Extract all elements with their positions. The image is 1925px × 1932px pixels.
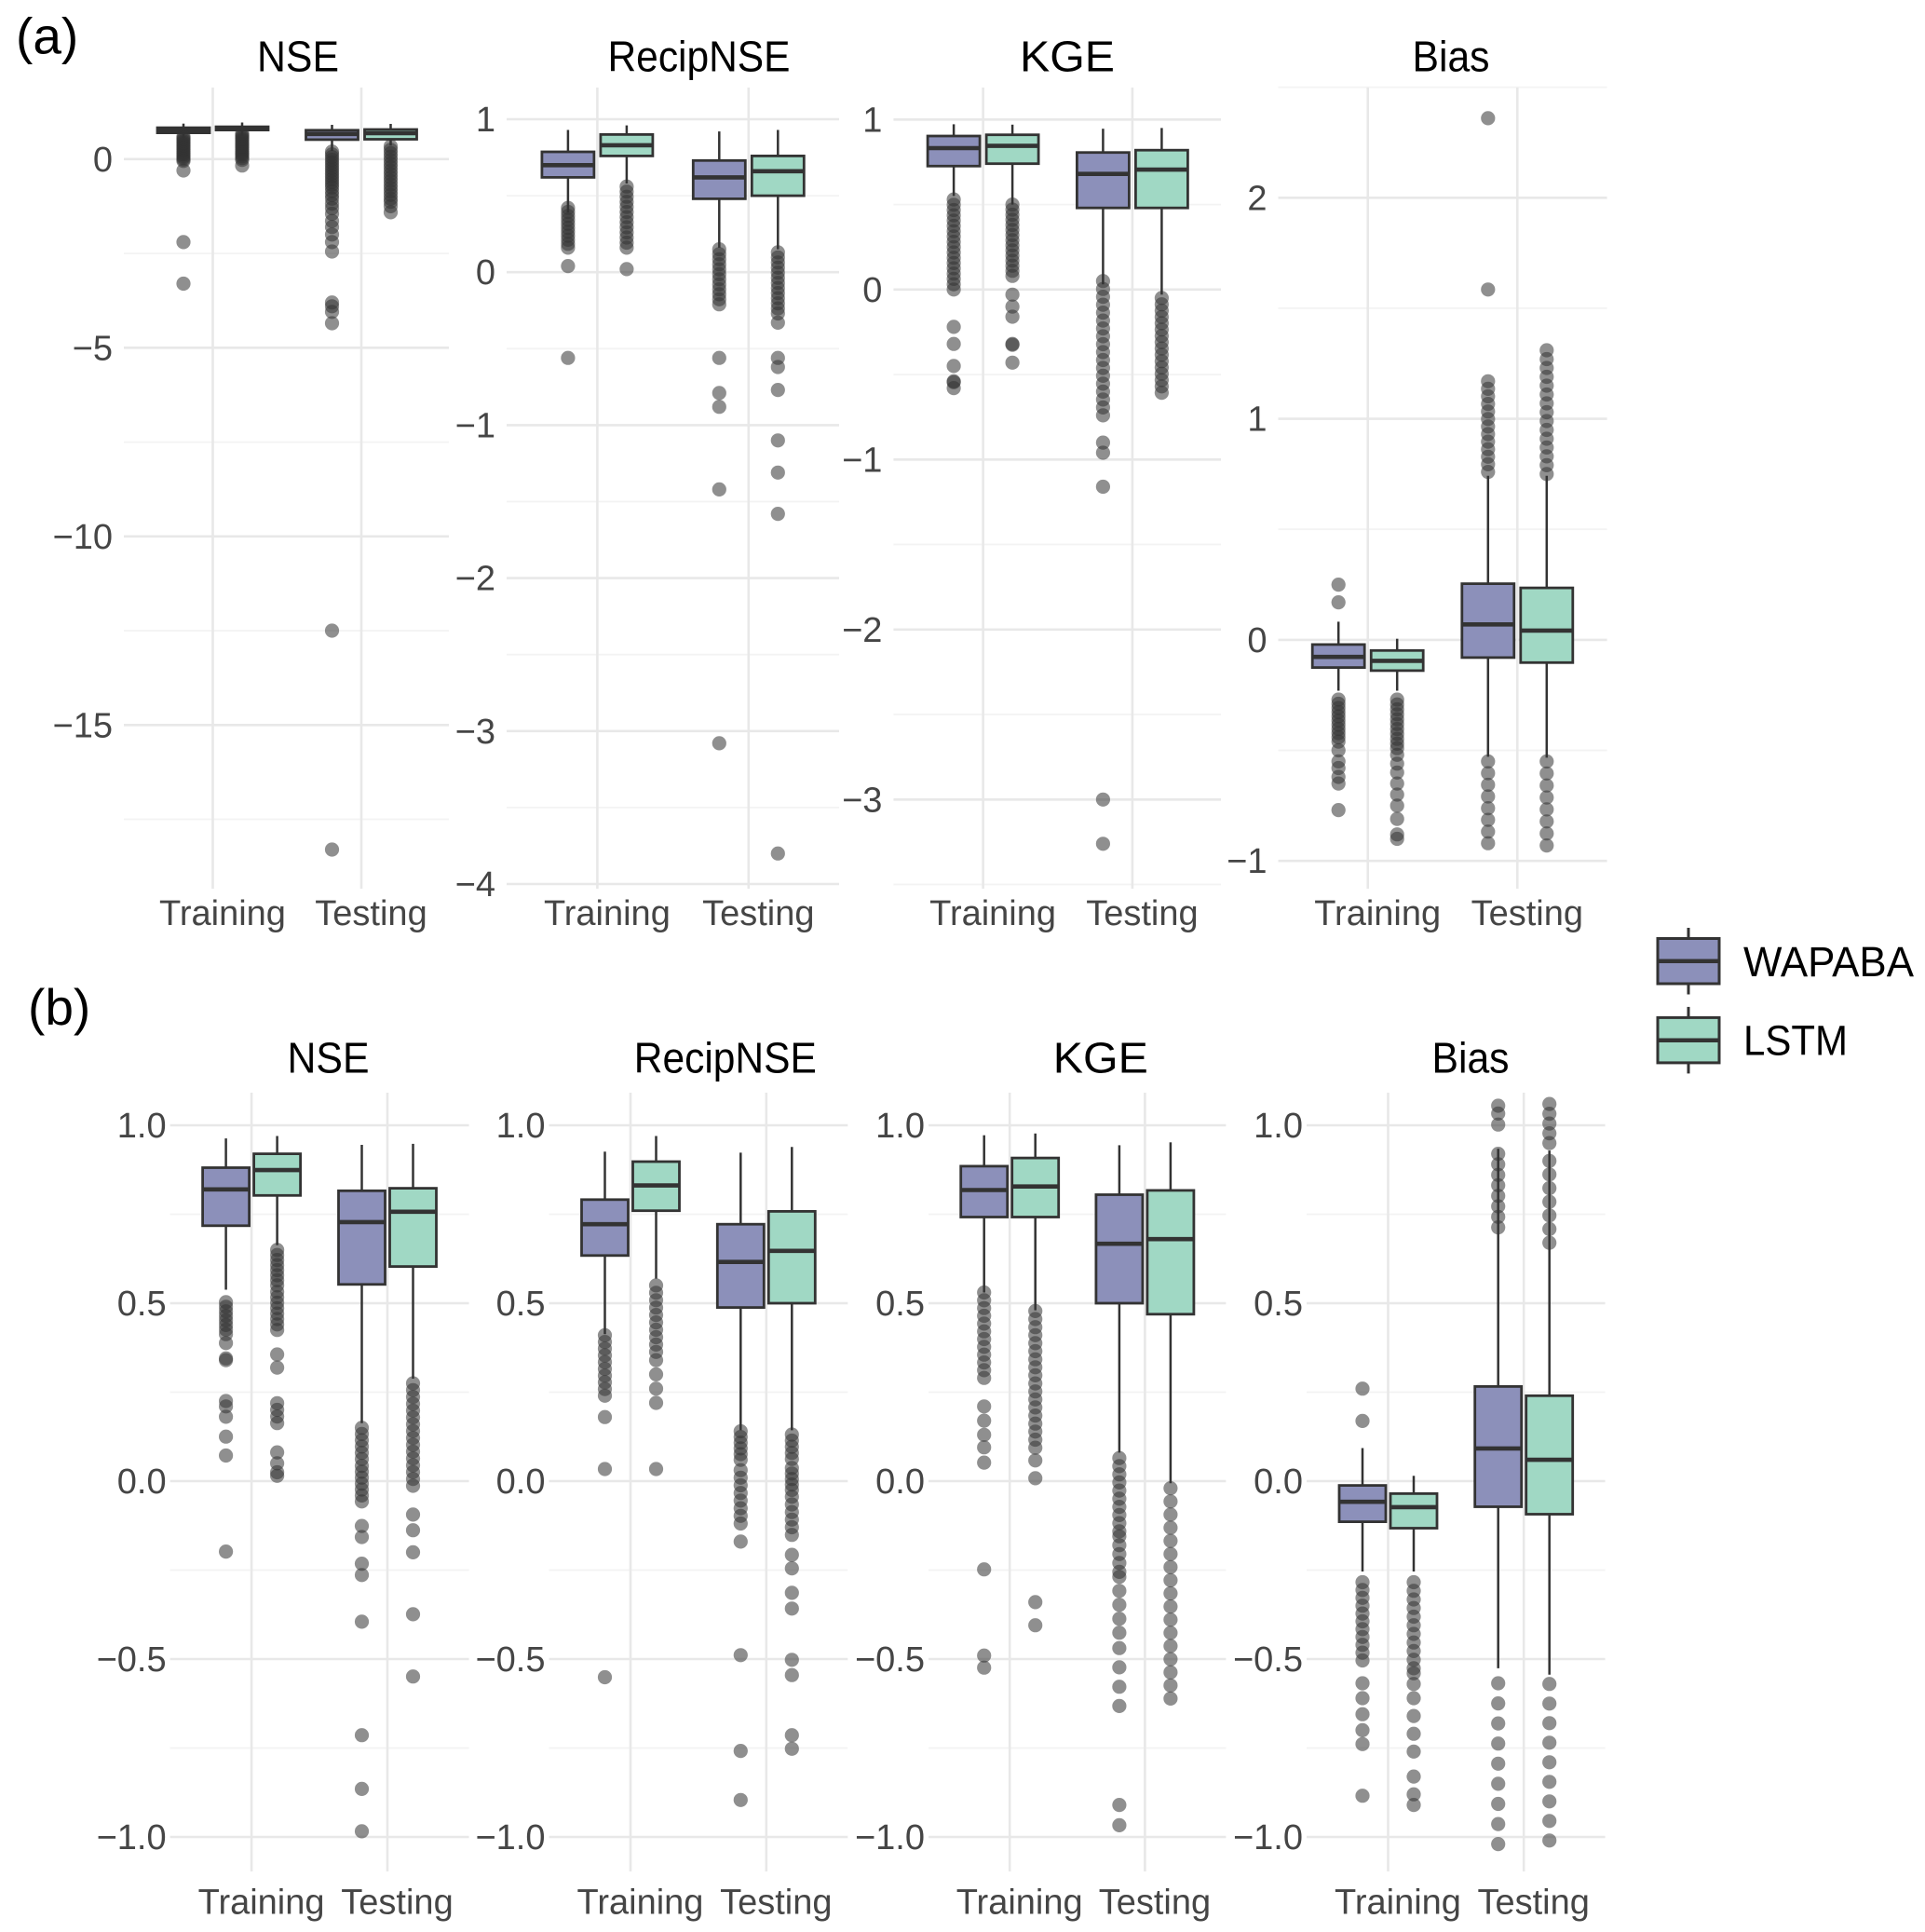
svg-text:Testing: Testing	[702, 894, 814, 933]
svg-text:1: 1	[862, 101, 882, 140]
svg-text:0: 0	[93, 141, 113, 180]
svg-text:Training: Training	[159, 894, 286, 933]
svg-text:Testing: Testing	[1086, 894, 1198, 933]
svg-text:0.0: 0.0	[496, 1463, 546, 1502]
svg-text:1.0: 1.0	[496, 1107, 546, 1146]
svg-text:NSE: NSE	[257, 33, 339, 81]
svg-text:−0.5: −0.5	[475, 1640, 545, 1680]
svg-text:0.0: 0.0	[117, 1463, 167, 1502]
svg-text:0.5: 0.5	[1254, 1285, 1303, 1324]
svg-text:Training: Training	[577, 1883, 704, 1922]
svg-text:(b): (b)	[28, 978, 90, 1036]
svg-text:Bias: Bias	[1413, 33, 1490, 81]
svg-text:−10: −10	[53, 518, 113, 557]
svg-text:NSE: NSE	[288, 1034, 370, 1082]
svg-text:0: 0	[476, 253, 495, 293]
svg-text:Testing: Testing	[315, 894, 427, 933]
svg-text:Training: Training	[1314, 894, 1441, 933]
svg-text:0: 0	[862, 271, 882, 310]
svg-text:1.0: 1.0	[1254, 1107, 1303, 1146]
svg-text:1.0: 1.0	[875, 1107, 925, 1146]
svg-text:−1.0: −1.0	[475, 1818, 545, 1857]
svg-text:(a): (a)	[16, 7, 78, 65]
svg-text:0: 0	[1247, 621, 1267, 660]
svg-text:LSTM: LSTM	[1743, 1017, 1848, 1065]
svg-text:−2: −2	[455, 560, 495, 599]
svg-text:−1.0: −1.0	[1233, 1818, 1303, 1857]
svg-text:−3: −3	[842, 781, 882, 820]
svg-text:−0.5: −0.5	[97, 1640, 167, 1680]
svg-text:Training: Training	[198, 1883, 325, 1922]
svg-text:−1: −1	[1227, 842, 1267, 881]
svg-text:RecipNSE: RecipNSE	[634, 1034, 817, 1082]
svg-text:1: 1	[476, 101, 495, 140]
svg-text:Testing: Testing	[341, 1883, 453, 1922]
svg-text:RecipNSE: RecipNSE	[608, 33, 791, 81]
svg-text:2: 2	[1247, 179, 1267, 218]
svg-text:−0.5: −0.5	[1233, 1640, 1303, 1680]
svg-text:−1.0: −1.0	[855, 1818, 925, 1857]
svg-text:0.0: 0.0	[875, 1463, 925, 1502]
svg-text:−2: −2	[842, 611, 882, 650]
svg-text:Training: Training	[544, 894, 671, 933]
svg-text:−1.0: −1.0	[97, 1818, 167, 1857]
svg-text:−3: −3	[455, 713, 495, 752]
svg-text:Testing: Testing	[1099, 1883, 1211, 1922]
svg-text:0.5: 0.5	[875, 1285, 925, 1324]
svg-text:Training: Training	[1335, 1883, 1461, 1922]
svg-text:1: 1	[1247, 401, 1267, 440]
svg-text:−5: −5	[73, 329, 113, 368]
svg-text:KGE: KGE	[1020, 33, 1115, 81]
svg-text:1.0: 1.0	[117, 1107, 167, 1146]
svg-text:Training: Training	[929, 894, 1056, 933]
svg-text:0.5: 0.5	[496, 1285, 546, 1324]
svg-text:−1: −1	[455, 406, 495, 445]
svg-text:0.0: 0.0	[1254, 1463, 1303, 1502]
svg-text:0.5: 0.5	[117, 1285, 167, 1324]
svg-text:−4: −4	[455, 865, 495, 905]
svg-text:Bias: Bias	[1432, 1034, 1510, 1082]
svg-text:Testing: Testing	[1477, 1883, 1589, 1922]
svg-text:WAPABA: WAPABA	[1743, 938, 1914, 986]
svg-text:Testing: Testing	[720, 1883, 832, 1922]
svg-text:Testing: Testing	[1471, 894, 1583, 933]
svg-text:−0.5: −0.5	[855, 1640, 925, 1680]
svg-text:KGE: KGE	[1053, 1034, 1148, 1082]
svg-text:−15: −15	[53, 706, 113, 745]
svg-text:−1: −1	[842, 441, 882, 480]
svg-text:Training: Training	[956, 1883, 1083, 1922]
